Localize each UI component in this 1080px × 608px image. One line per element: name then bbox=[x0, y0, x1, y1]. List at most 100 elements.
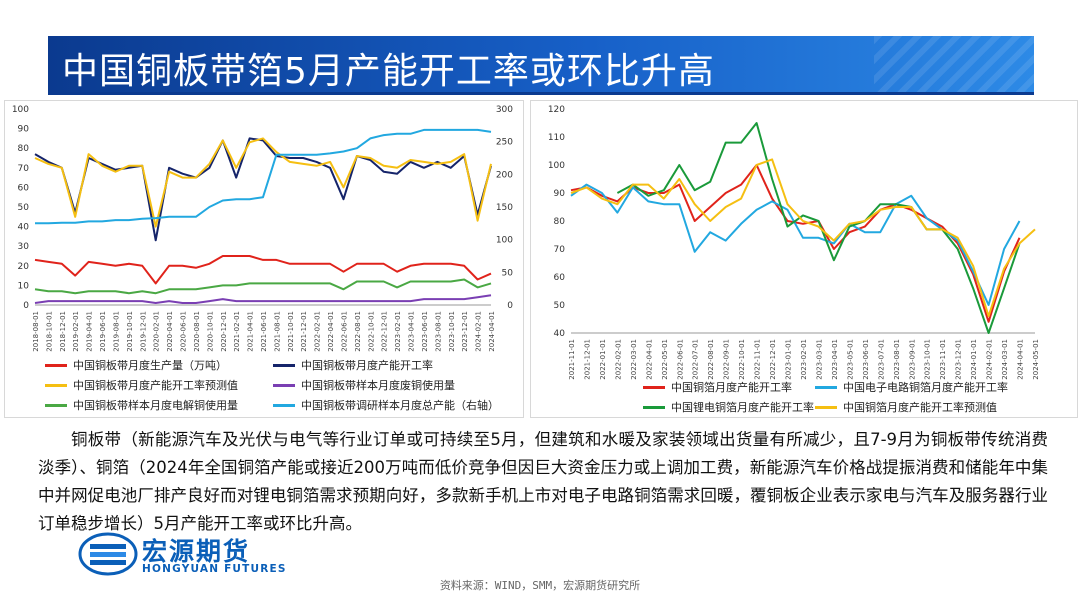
x-tick-label: 2019-04-01 bbox=[86, 311, 94, 352]
x-tick-label: 2022-04-01 bbox=[327, 311, 335, 352]
x-tick-label: 2024-05-01 bbox=[1032, 339, 1040, 380]
x-tick-label: 2019-10-01 bbox=[126, 311, 134, 352]
y2-tick-label: 200 bbox=[496, 170, 513, 180]
x-tick-label: 2021-12-01 bbox=[583, 339, 591, 380]
y-tick-label: 40 bbox=[554, 329, 566, 339]
legend-label: 中国铜板带月度产能开工率 bbox=[301, 359, 433, 372]
x-tick-label: 2023-10-01 bbox=[924, 339, 932, 380]
y2-tick-label: 150 bbox=[496, 203, 513, 213]
x-tick-label: 2022-09-01 bbox=[723, 339, 731, 380]
x-tick-label: 2024-02-01 bbox=[986, 339, 994, 380]
series-line bbox=[34, 137, 492, 228]
legend-label: 中国铜箔月度产能开工率 bbox=[671, 381, 792, 394]
x-tick-label: 2022-06-01 bbox=[676, 339, 684, 380]
title-bar: 中国铜板带箔5月产能开工率或环比升高 bbox=[48, 36, 1034, 92]
logo-text-en: HONGYUAN FUTURES bbox=[142, 563, 287, 575]
x-tick-label: 2023-11-01 bbox=[939, 339, 947, 380]
y-tick-label: 60 bbox=[18, 183, 30, 193]
x-tick-label: 2022-08-01 bbox=[354, 311, 362, 352]
x-tick-label: 2022-02-01 bbox=[614, 339, 622, 380]
x-tick-label: 2023-08-01 bbox=[434, 311, 442, 352]
y-tick-label: 100 bbox=[548, 161, 565, 171]
x-tick-label: 2019-08-01 bbox=[112, 311, 120, 352]
x-tick-label: 2024-04-01 bbox=[488, 311, 496, 352]
x-tick-label: 2022-08-01 bbox=[707, 339, 715, 380]
legend-item: 中国铜板带月度生产量（万吨） bbox=[45, 357, 227, 373]
x-tick-label: 2023-08-01 bbox=[893, 339, 901, 380]
series-line bbox=[570, 158, 1036, 318]
x-tick-label: 2019-12-01 bbox=[139, 311, 147, 352]
x-tick-label: 2023-10-01 bbox=[448, 311, 456, 352]
x-tick-label: 2020-06-01 bbox=[180, 311, 188, 352]
chart-right-svg: 40 50 60 70 80 90 100 110 120 2021-11-01 2021-12-0… bbox=[548, 105, 1040, 380]
x-tick-label: 2021-12-01 bbox=[300, 311, 308, 352]
legend-label: 中国锂电铜箔月度产能开工率 bbox=[671, 401, 814, 414]
legend-label: 中国铜板带样本月度电解铜使用量 bbox=[73, 399, 238, 412]
x-tick-label: 2022-12-01 bbox=[381, 311, 389, 352]
x-tick-label: 2020-12-01 bbox=[220, 311, 228, 352]
x-tick-label: 2022-06-01 bbox=[340, 311, 348, 352]
chart-left: 0 10 20 30 40 50 60 70 80 90 100 0 50 100 150 200 250 300… bbox=[4, 100, 524, 418]
x-tick-label: 2023-06-01 bbox=[421, 311, 429, 352]
y-tick-label: 10 bbox=[18, 281, 30, 291]
x-tick-label: 2023-09-01 bbox=[908, 339, 916, 380]
y-tick-label: 60 bbox=[554, 273, 566, 283]
x-tick-label: 2022-01-01 bbox=[599, 339, 607, 380]
x-tick-label: 2022-04-01 bbox=[645, 339, 653, 380]
x-tick-label: 2021-08-01 bbox=[273, 311, 281, 352]
x-tick-label: 2019-06-01 bbox=[99, 311, 107, 352]
x-tick-label: 2022-02-01 bbox=[314, 311, 322, 352]
x-tick-label: 2020-10-01 bbox=[206, 311, 214, 352]
y-tick-label: 70 bbox=[18, 164, 30, 174]
y-tick-label: 40 bbox=[18, 223, 30, 233]
legend-item: 中国电子电路铜箔月度产能开工率 bbox=[815, 379, 1008, 395]
x-tick-label: 2018-12-01 bbox=[59, 311, 67, 352]
series-line bbox=[570, 183, 1021, 306]
x-tick-label: 2023-04-01 bbox=[408, 311, 416, 352]
legend-item: 中国铜板带样本月度电解铜使用量 bbox=[45, 397, 238, 413]
title-decoration bbox=[874, 36, 1034, 92]
y-tick-label: 100 bbox=[12, 105, 29, 115]
x-tick-label: 2021-10-01 bbox=[287, 311, 295, 352]
source-note: 资料来源：WIND，SMM，宏源期货研究所 bbox=[439, 579, 641, 592]
x-tick-label: 2024-04-01 bbox=[1017, 339, 1025, 380]
series-line bbox=[35, 128, 492, 225]
series-line bbox=[34, 137, 492, 242]
y2-tick-label: 300 bbox=[496, 105, 513, 115]
y-tick-label: 110 bbox=[548, 133, 565, 143]
y2-tick-label: 0 bbox=[507, 301, 513, 311]
x-tick-label: 2024-03-01 bbox=[1001, 339, 1009, 380]
legend-label: 中国电子电路铜箔月度产能开工率 bbox=[843, 381, 1008, 394]
x-tick-label: 2022-03-01 bbox=[630, 339, 638, 380]
series-line bbox=[34, 255, 492, 285]
x-tick-label: 2023-02-01 bbox=[800, 339, 808, 380]
y2-tick-label: 50 bbox=[502, 268, 514, 278]
legend-item: 中国铜板带调研样本月度总产能（右轴） bbox=[273, 397, 499, 413]
x-tick-label: 2023-05-01 bbox=[846, 339, 854, 380]
legend-label: 中国铜箔月度产能开工率预测值 bbox=[843, 401, 997, 414]
y-tick-label: 70 bbox=[554, 245, 566, 255]
x-tick-label: 2022-12-01 bbox=[769, 339, 777, 380]
description-paragraph: 铜板带（新能源汽车及光伏与电气等行业订单或可持续至5月，但建筑和水暖及家装领域出… bbox=[38, 430, 1048, 533]
x-tick-label: 2023-12-01 bbox=[955, 339, 963, 380]
x-tick-label: 2023-02-01 bbox=[394, 311, 402, 352]
y-tick-label: 30 bbox=[18, 242, 30, 252]
chart-right: 40 50 60 70 80 90 100 110 120 2021-11-01 2021-12-0… bbox=[530, 100, 1078, 418]
legend-label: 中国铜板带月度产能开工率预测值 bbox=[73, 379, 238, 392]
x-tick-label: 2023-07-01 bbox=[877, 339, 885, 380]
y-tick-label: 0 bbox=[23, 301, 29, 311]
y-tick-label: 50 bbox=[554, 301, 566, 311]
logo-text-cn: 宏源期货 bbox=[142, 537, 251, 566]
x-tick-label: 2020-04-01 bbox=[166, 311, 174, 352]
y-tick-label: 20 bbox=[18, 262, 30, 272]
logo-icon bbox=[78, 532, 138, 576]
x-tick-label: 2018-08-01 bbox=[32, 311, 40, 352]
legend-label: 中国铜板带调研样本月度总产能（右轴） bbox=[301, 399, 499, 412]
x-tick-label: 2023-01-01 bbox=[785, 339, 793, 380]
x-tick-label: 2021-04-01 bbox=[247, 311, 255, 352]
x-tick-label: 2022-10-01 bbox=[738, 339, 746, 380]
x-tick-label: 2023-06-01 bbox=[862, 339, 870, 380]
legend-item: 中国铜板带月度产能开工率预测值 bbox=[45, 377, 238, 393]
x-tick-label: 2023-04-01 bbox=[831, 339, 839, 380]
y-tick-label: 80 bbox=[18, 144, 30, 154]
